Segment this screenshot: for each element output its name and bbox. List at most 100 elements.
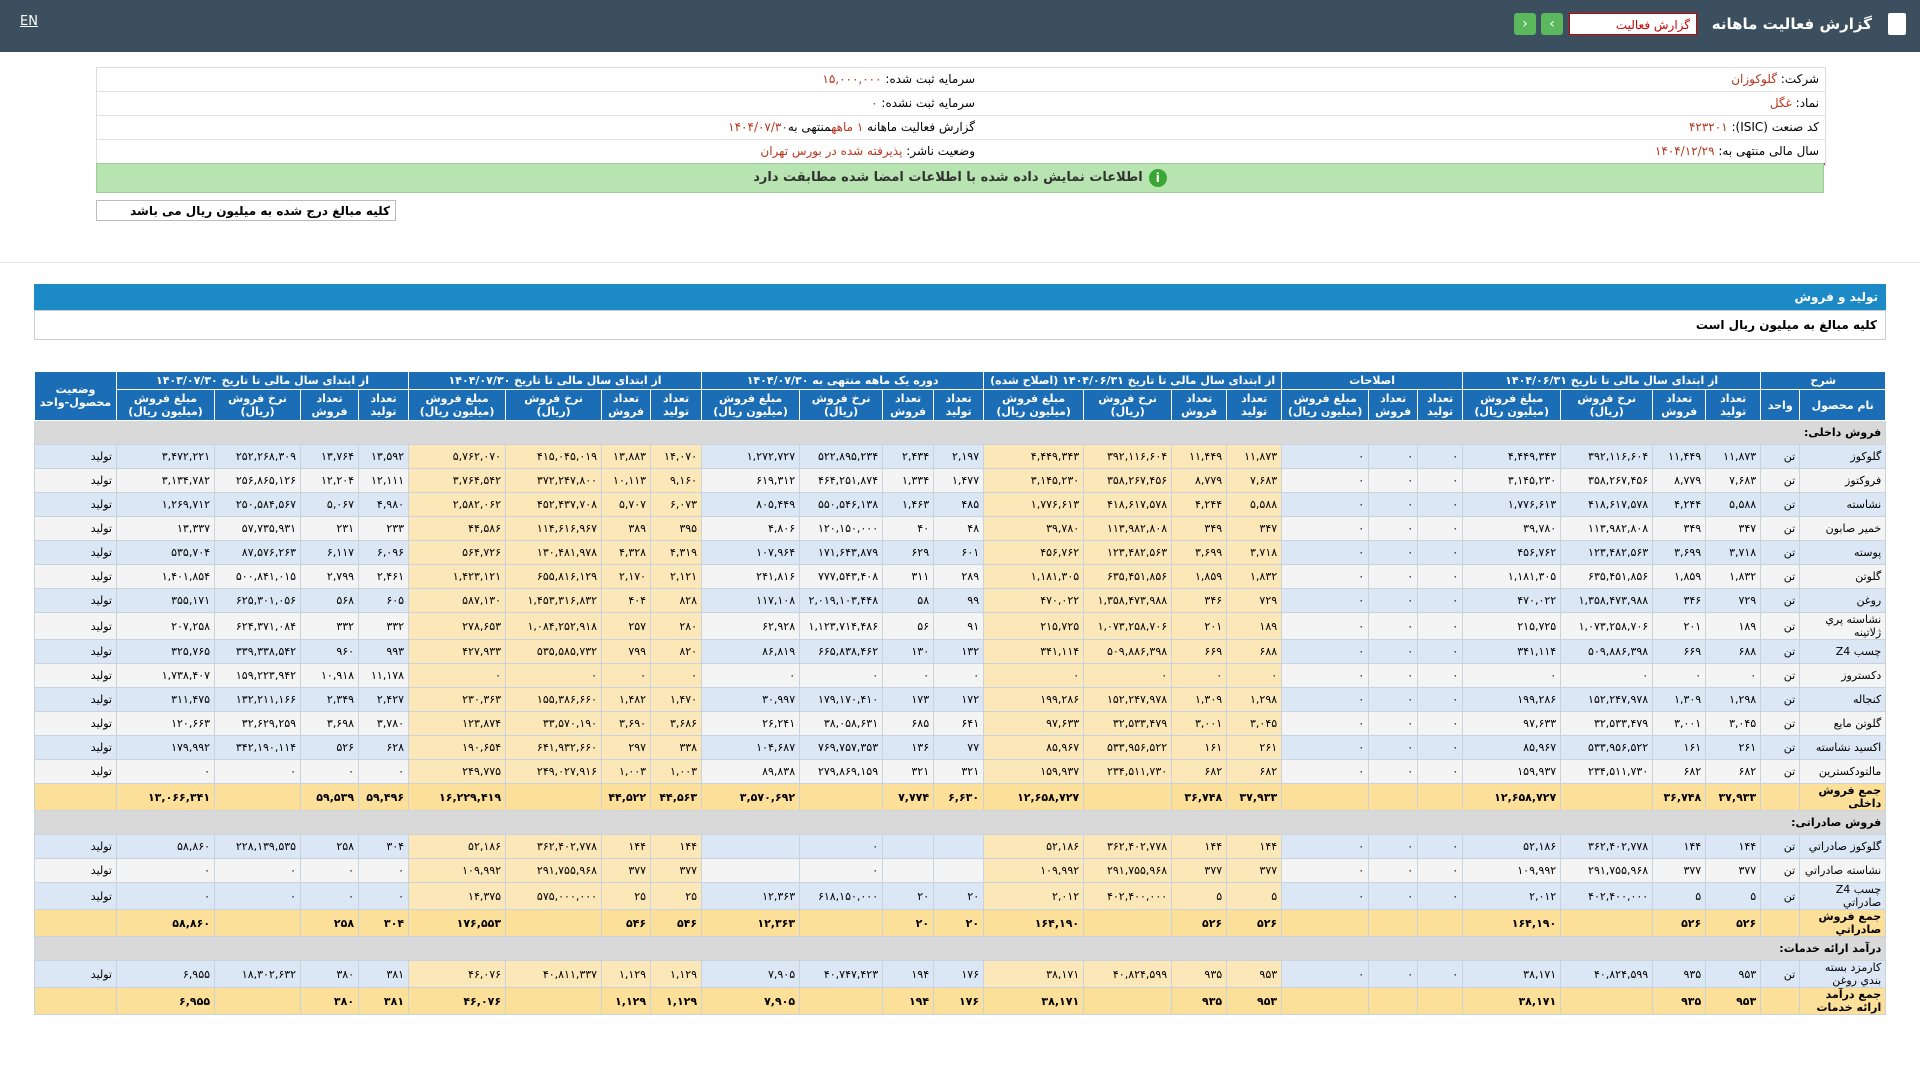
table-cell: ۹۶۰ xyxy=(300,639,360,664)
table-cell: ۴۴,۵۲۲ xyxy=(601,783,652,811)
table-cell: ۵۹,۵۳۹ xyxy=(300,783,360,811)
label: سال مالی منتهی به: xyxy=(1718,144,1819,158)
table-cell: ۰ xyxy=(1281,492,1370,517)
table-cell: ۳۳,۵۷۰,۱۹۰ xyxy=(505,711,603,736)
next-button[interactable]: › xyxy=(1541,13,1563,35)
table-cell: ۱۱۳,۹۸۲,۸۰۸ xyxy=(1083,516,1173,541)
group-header: دوره یک ماهه منتهی به ۱۴۰۴/۰۷/۳۰ xyxy=(701,371,985,390)
table-cell: ۰ xyxy=(799,663,884,688)
table-cell: ۴۵۶,۷۶۲ xyxy=(1462,540,1562,565)
table-cell: تن xyxy=(1760,834,1801,859)
table-cell: ۱۴۴ xyxy=(650,834,703,859)
table-cell: ۳۰,۹۹۷ xyxy=(701,687,801,712)
table-cell: ۲,۰۱۹,۱۰۳,۴۴۸ xyxy=(799,588,884,613)
table-cell: ۱,۱۲۹ xyxy=(601,960,652,988)
table-cell: ۴۰۴ xyxy=(601,588,652,613)
table-cell: ۲۹۱,۷۵۵,۹۶۸ xyxy=(1083,858,1173,883)
column-header: تعداد فروش xyxy=(882,389,935,421)
label: شرکت: xyxy=(1780,72,1819,86)
item-row: دکستروز تن ۰ ۰ ۰ ۰ ۰ ۰ ۰ ۰ ۰ ۰ ۰ ۰ ۰ ۰ ۰ ۰ ۰ ۰ ۰ ۱۱,۱۷۸ ۱۰,۹۱۸… xyxy=(34,663,1887,688)
column-header: مبلغ فروش (میلیون ریال) xyxy=(1281,389,1370,421)
notice-bar: i اطلاعات نمایش داده شده با اطلاعات امضا … xyxy=(96,163,1824,193)
table-cell xyxy=(799,909,884,937)
table-cell xyxy=(214,783,302,811)
table-cell: ۰ xyxy=(1417,639,1464,664)
table-cell: ۳,۶۹۰ xyxy=(601,711,652,736)
table-cell xyxy=(1417,987,1464,1015)
table-cell: ۴۶,۰۷۶ xyxy=(408,987,507,1015)
table-cell: ۲۷۸,۶۵۳ xyxy=(408,612,507,640)
table-cell: ۲۰ xyxy=(882,882,935,910)
table-cell: ۳۸,۱۷۱ xyxy=(983,987,1085,1015)
table-cell: ۶,۱۱۷ xyxy=(300,540,360,565)
table-cell xyxy=(799,783,884,811)
table-cell: ۳۱۱ xyxy=(882,564,935,589)
table-cell: ۳,۷۱۸ xyxy=(1226,540,1283,565)
language-switch[interactable]: EN xyxy=(20,14,38,29)
table-cell: ۶۵۵,۸۱۶,۱۲۹ xyxy=(505,564,603,589)
table-cell: ۷۶۹,۷۵۷,۳۵۳ xyxy=(799,735,884,760)
table-cell: ۷۹۹ xyxy=(601,639,652,664)
table-cell: تولید xyxy=(34,444,117,469)
table-cell: ۶,۶۳۰ xyxy=(933,783,985,811)
table-cell: ۲۳۰,۳۶۳ xyxy=(408,687,507,712)
group-header: از ابتدای سال مالی تا تاریخ ۱۴۰۴/۰۷/۳۰ xyxy=(408,371,703,390)
item-row: مالتودکسترین تن ۶۸۲ ۶۸۲ ۲۳۴,۵۱۱,۷۳۰ ۱۵۹,۹۳۷ ۰ ۰… xyxy=(34,759,1887,784)
table-cell: ۶۲۹ xyxy=(882,540,935,565)
table-cell: ۰ xyxy=(1368,735,1419,760)
prev-button[interactable]: ‹ xyxy=(1514,13,1536,35)
table-cell: ۴۲۷,۹۳۳ xyxy=(408,639,507,664)
table-cell: ۳۲۱ xyxy=(882,759,935,784)
row-label: گلوکوز صادراتي xyxy=(1799,834,1887,859)
table-cell: ۰ xyxy=(1368,858,1419,883)
table-cell: ۹۱ xyxy=(933,612,985,640)
label: سرمایه ثبت نشده: xyxy=(881,96,975,110)
table-cell xyxy=(505,783,603,811)
report-dropdown[interactable]: گزارش فعالیت xyxy=(1569,13,1697,35)
table-cell xyxy=(505,987,603,1015)
table-cell: ۴۷۰,۰۲۲ xyxy=(1462,588,1562,613)
table-cell: ۱۱,۸۷۳ xyxy=(1226,444,1283,469)
table-cell: ۱۳۰,۴۸۱,۹۷۸ xyxy=(505,540,603,565)
table-cell xyxy=(1368,783,1419,811)
column-header: مبلغ فروش (میلیون ریال) xyxy=(701,389,801,421)
table-cell: ۴۶,۰۷۶ xyxy=(408,960,507,988)
table-cell: ۱۸,۳۰۲,۶۳۲ xyxy=(214,960,302,988)
table-cell: ۹۷,۶۳۳ xyxy=(1462,711,1562,736)
table-cell: ۱۶۴,۱۹۰ xyxy=(1462,909,1562,937)
table-cell: ۸۹,۸۳۸ xyxy=(701,759,801,784)
table-cell: ۱,۸۳۲ xyxy=(1226,564,1283,589)
table-cell: ۱,۱۲۹ xyxy=(601,987,652,1015)
table-cell: ۶۸۲ xyxy=(1171,759,1228,784)
table-cell: ۴۴,۵۶۳ xyxy=(650,783,703,811)
table-cell: ۰ xyxy=(115,882,216,910)
table-cell: ۰ xyxy=(358,858,410,883)
table-cell: ۳۷۷ xyxy=(601,858,652,883)
section-header: تولید و فروش کلیه مبالغ به میلیون ریال ا… xyxy=(34,284,1886,340)
table-cell: ۱۵۲,۲۴۷,۹۷۸ xyxy=(1560,687,1654,712)
table-cell: ۲۸۰ xyxy=(650,612,703,640)
row-label: روغن xyxy=(1799,588,1887,613)
table-cell: تولید xyxy=(34,639,117,664)
table-cell: ۹۷,۶۳۳ xyxy=(983,711,1085,736)
table-cell: ۰ xyxy=(1652,663,1707,688)
table-cell xyxy=(1281,783,1370,811)
table-cell: تن xyxy=(1760,444,1801,469)
table-cell: ۲۵ xyxy=(601,882,652,910)
table-cell: ۱,۱۲۹ xyxy=(650,987,703,1015)
table-cell: ۱۴,۰۷۰ xyxy=(650,444,703,469)
table-cell: ۱۹۹,۲۸۶ xyxy=(1462,687,1562,712)
table-cell: ۳,۰۰۱ xyxy=(1652,711,1707,736)
table-cell: ۱۰۷,۹۶۴ xyxy=(701,540,801,565)
table-cell xyxy=(799,987,884,1015)
table-cell: ۱,۲۹۸ xyxy=(1226,687,1283,712)
table-cell: ۴۱۵,۰۴۵,۰۱۹ xyxy=(505,444,603,469)
table-cell: ۳,۰۴۵ xyxy=(1705,711,1762,736)
table-cell: تولید xyxy=(34,540,117,565)
table-cell: ۰ xyxy=(1417,540,1464,565)
row-label: کنجاله xyxy=(1799,687,1887,712)
table-cell: ۴,۳۲۸ xyxy=(601,540,652,565)
table-cell: ۰ xyxy=(115,759,216,784)
table-cell: ۱۴,۳۷۵ xyxy=(408,882,507,910)
table-cell: ۳۶۲,۴۰۲,۷۷۸ xyxy=(505,834,603,859)
